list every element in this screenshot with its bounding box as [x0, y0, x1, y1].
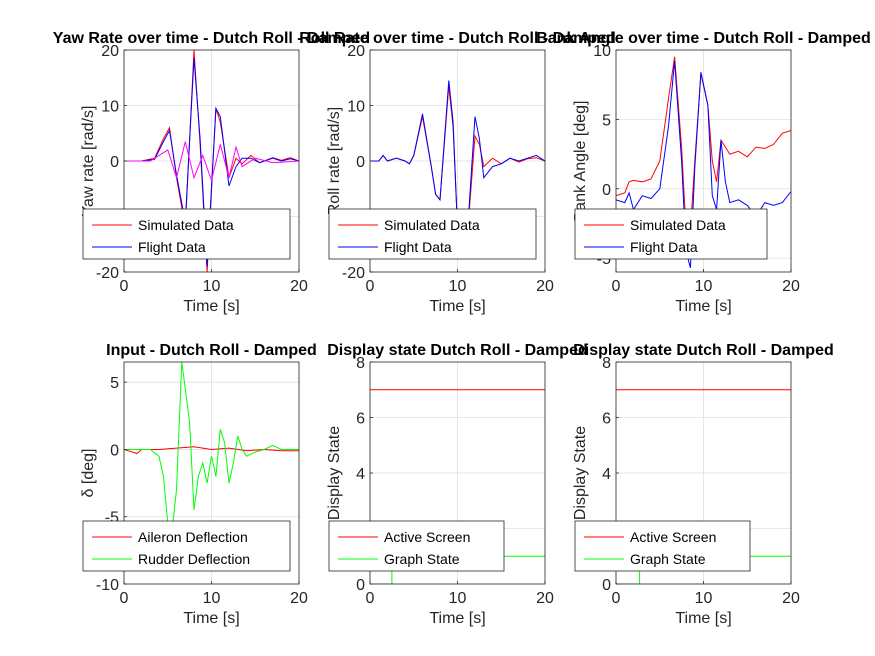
y-tick-label: 5	[110, 375, 119, 392]
x-axis-label: Time [s]	[183, 610, 239, 627]
y-tick-label: 5	[602, 112, 611, 129]
series-line-3	[124, 141, 299, 183]
y-tick-label: 4	[356, 466, 365, 483]
x-tick-label: 0	[120, 278, 129, 295]
y-tick-label: 10	[593, 43, 611, 60]
x-axis-label: Time [s]	[675, 298, 731, 315]
x-tick-label: 0	[366, 278, 375, 295]
chart-title: Bank Angle over time - Dutch Roll - Damp…	[536, 30, 871, 47]
x-tick-label: 10	[695, 278, 713, 295]
legend-entry: Active Screen	[630, 529, 716, 545]
legend-box	[574, 208, 768, 260]
y-tick-label: 8	[602, 355, 611, 372]
series-line-2	[124, 58, 299, 267]
x-tick-label: 10	[449, 590, 467, 607]
x-tick-label: 20	[536, 590, 554, 607]
legend-entry: Flight Data	[630, 239, 698, 255]
x-tick-label: 10	[203, 278, 221, 295]
legend: Simulated Data Flight Data	[574, 208, 768, 260]
x-tick-label: 20	[782, 590, 800, 607]
legend-entry: Aileron Deflection	[138, 529, 248, 545]
y-tick-label: 10	[101, 99, 119, 116]
y-tick-label: 0	[356, 577, 365, 594]
x-tick-label: 0	[612, 278, 621, 295]
y-tick-label: 0	[602, 182, 611, 199]
x-tick-label: 0	[120, 590, 129, 607]
x-tick-label: 10	[203, 590, 221, 607]
legend: Simulated Data Flight Data	[82, 208, 291, 260]
legend: Aileron Deflection Rudder Deflection	[82, 520, 291, 572]
x-tick-label: 0	[612, 590, 621, 607]
chart-title: Display state Dutch Roll - Damped	[327, 342, 588, 359]
x-axis-label: Time [s]	[429, 610, 485, 627]
y-tick-label: -10	[96, 577, 119, 594]
legend-box	[328, 208, 537, 260]
y-tick-label: 6	[602, 411, 611, 428]
x-axis-label: Time [s]	[675, 610, 731, 627]
y-tick-label: 10	[347, 99, 365, 116]
legend-entry: Flight Data	[384, 239, 452, 255]
chart-title: Yaw Rate over time - Dutch Roll - Damped	[53, 30, 370, 47]
x-tick-label: 10	[449, 278, 467, 295]
legend: Simulated Data Flight Data	[328, 208, 537, 260]
y-tick-label: 20	[101, 43, 119, 60]
legend-entry: Active Screen	[384, 529, 470, 545]
y-tick-label: 4	[602, 466, 611, 483]
x-tick-label: 20	[782, 278, 800, 295]
y-tick-label: 20	[347, 43, 365, 60]
x-axis-label: Time [s]	[429, 298, 485, 315]
legend-box	[82, 208, 291, 260]
legend-entry: Simulated Data	[138, 217, 234, 233]
chart-title: Input - Dutch Roll - Damped	[106, 342, 317, 359]
legend-box	[328, 520, 505, 572]
y-tick-label: 8	[356, 355, 365, 372]
x-axis-label: Time [s]	[183, 298, 239, 315]
y-axis-label: Display State	[572, 426, 589, 520]
y-tick-label: 0	[110, 442, 119, 459]
legend: Active Screen Graph State	[328, 520, 505, 572]
series-line-2	[370, 80, 545, 250]
x-tick-label: 0	[366, 590, 375, 607]
legend-entry: Flight Data	[138, 239, 206, 255]
y-tick-label: 0	[356, 154, 365, 171]
y-axis-label: Yaw rate [rad/s]	[80, 106, 97, 217]
chart-title: Display state Dutch Roll - Damped	[573, 342, 834, 359]
y-axis-label: δ [deg]	[80, 449, 97, 498]
y-tick-label: -20	[342, 265, 365, 282]
y-axis-label: Bank Angle [deg]	[572, 101, 589, 222]
legend-entry: Rudder Deflection	[138, 551, 250, 567]
legend: Active Screen Graph State	[574, 520, 751, 572]
x-tick-label: 20	[290, 590, 308, 607]
x-tick-label: 10	[695, 590, 713, 607]
legend-box	[82, 520, 291, 572]
y-tick-label: 6	[356, 411, 365, 428]
x-tick-label: 20	[290, 278, 308, 295]
chart-title: Roll Rate over time - Dutch Roll - Dampe…	[299, 30, 615, 47]
y-axis-label: Roll rate [rad/s]	[326, 107, 343, 215]
y-tick-label: 0	[602, 577, 611, 594]
y-axis-label: Display State	[326, 426, 343, 520]
legend-entry: Graph State	[630, 551, 706, 567]
x-tick-label: 20	[536, 278, 554, 295]
y-tick-label: 0	[110, 154, 119, 171]
y-tick-label: -20	[96, 265, 119, 282]
legend-box	[574, 520, 751, 572]
legend-entry: Simulated Data	[630, 217, 726, 233]
legend-entry: Graph State	[384, 551, 460, 567]
legend-entry: Simulated Data	[384, 217, 480, 233]
